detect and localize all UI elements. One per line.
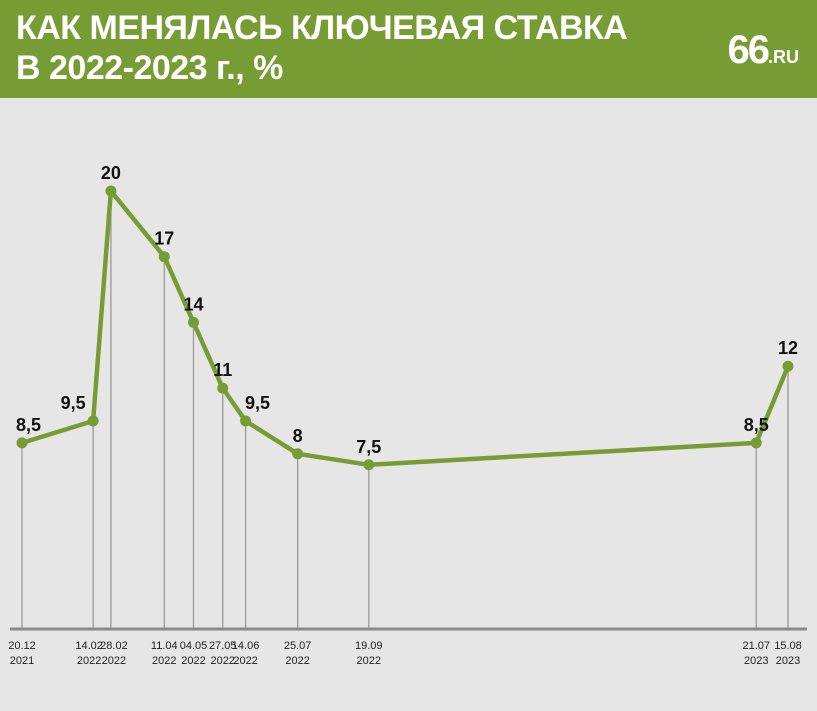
data-point <box>363 459 375 471</box>
x-tick-year: 2022 <box>77 655 101 667</box>
x-tick-date: 19.09 <box>355 640 383 652</box>
x-tick-date: 27.05 <box>209 640 237 652</box>
header-banner: КАК МЕНЯЛАСЬ КЛЮЧЕВАЯ СТАВКА В 2022-2023… <box>0 0 817 98</box>
x-tick-year: 2022 <box>357 655 381 667</box>
value-label: 9,5 <box>61 393 86 413</box>
x-tick-year: 2022 <box>152 655 176 667</box>
value-label: 11 <box>213 360 232 380</box>
data-point <box>217 382 229 394</box>
data-point <box>292 448 304 460</box>
x-tick-date: 25.07 <box>284 640 312 652</box>
data-point <box>750 437 762 449</box>
data-point <box>16 437 28 449</box>
logo-number: 66 <box>727 28 770 72</box>
x-tick-year: 2021 <box>10 655 34 667</box>
x-tick-year: 2023 <box>776 655 800 667</box>
x-tick-date: 15.08 <box>774 640 802 652</box>
x-axis-ticks: 20.12202114.02202228.02202211.04202204.0… <box>8 640 802 667</box>
x-tick-year: 2022 <box>210 655 234 667</box>
x-tick-date: 14.02 <box>75 640 103 652</box>
site-logo: 66.RU <box>728 28 800 73</box>
value-label: 8,5 <box>16 415 41 435</box>
value-label: 9,5 <box>245 393 270 413</box>
data-point <box>187 316 199 328</box>
x-tick-year: 2022 <box>233 655 257 667</box>
data-point <box>782 360 794 372</box>
x-tick-year: 2022 <box>285 655 309 667</box>
value-label: 7,5 <box>356 437 381 457</box>
x-tick-year: 2022 <box>102 655 126 667</box>
data-points <box>16 185 794 471</box>
chart-title: КАК МЕНЯЛАСЬ КЛЮЧЕВАЯ СТАВКА В 2022-2023… <box>16 8 656 88</box>
value-label: 17 <box>154 229 174 249</box>
x-tick-date: 20.12 <box>8 640 36 652</box>
x-tick-date: 21.07 <box>742 640 770 652</box>
value-label: 12 <box>778 338 798 358</box>
value-label: 8 <box>293 426 303 446</box>
value-label: 14 <box>183 294 203 314</box>
data-point <box>158 251 170 263</box>
series-line <box>19 188 791 468</box>
chart-title-line-2: В 2022-2023 г., % <box>16 49 283 87</box>
value-label: 20 <box>101 163 121 183</box>
chart-title-line-1: КАК МЕНЯЛАСЬ КЛЮЧЕВАЯ СТАВКА <box>16 9 628 47</box>
drop-lines <box>21 191 789 629</box>
value-labels: 8,5 9,5 20 17 14 11 9,5 8 7,5 8,5 12 <box>16 163 798 457</box>
x-tick-year: 2022 <box>181 655 205 667</box>
data-point <box>240 415 252 427</box>
x-tick-year: 2023 <box>744 655 768 667</box>
data-point <box>105 185 117 197</box>
x-tick-date: 04.05 <box>180 640 208 652</box>
line-chart: 20.12202114.02202228.02202211.04202204.0… <box>8 163 807 667</box>
logo-domain: .RU <box>768 47 799 67</box>
data-point <box>87 415 99 427</box>
x-tick-date: 14.06 <box>232 640 260 652</box>
x-tick-date: 28.02 <box>100 640 128 652</box>
x-tick-date: 11.04 <box>151 640 178 652</box>
value-label: 8,5 <box>744 415 769 435</box>
